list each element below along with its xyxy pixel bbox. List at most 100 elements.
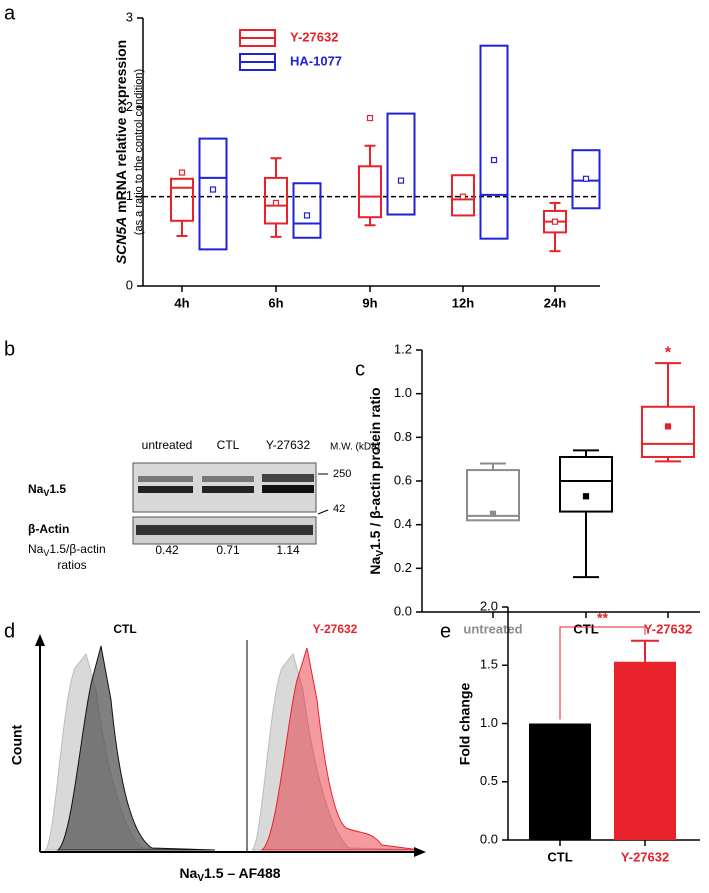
x-tick-label: CTL xyxy=(547,849,572,864)
y-tick-label: 0 xyxy=(126,277,133,292)
y-label-part: V xyxy=(375,550,386,557)
text-part: V xyxy=(197,873,204,884)
x-tick-label: 12h xyxy=(452,295,474,310)
x-tick-label: untreated xyxy=(463,621,522,636)
y-label-part: 1.5 / β-actin protein ratio xyxy=(367,387,383,550)
band xyxy=(262,485,314,493)
y-tick-label: 2 xyxy=(126,99,133,114)
histogram xyxy=(260,647,421,851)
band xyxy=(136,525,313,535)
arrow-head xyxy=(414,847,426,857)
mean xyxy=(490,156,498,164)
text-part: V xyxy=(43,488,49,498)
mean xyxy=(582,175,590,182)
western-blot: untreated CTL Y-27632 M.W. (kDa) 250 42 … xyxy=(28,438,380,572)
band xyxy=(138,476,193,482)
x-tick-label: Y-27632 xyxy=(621,849,669,864)
panel-label: e xyxy=(440,620,451,642)
y-axis-label: Fold change xyxy=(457,683,473,766)
mw-marker: 42 xyxy=(333,503,345,515)
y-tick-label: 0.4 xyxy=(394,516,412,531)
text-part: Na xyxy=(28,482,44,496)
y-tick-label: 1.0 xyxy=(394,385,412,400)
panel-label: b xyxy=(4,338,15,360)
box xyxy=(451,174,475,217)
lane-label: Y-27632 xyxy=(266,438,311,452)
panel-title: Y-27632 xyxy=(313,622,358,636)
box xyxy=(386,112,416,216)
mean xyxy=(459,193,467,200)
mw-tick xyxy=(317,509,329,515)
arrow-head xyxy=(35,634,45,646)
box xyxy=(466,469,520,522)
x-axis-label: NaV1.5 – AF488 xyxy=(179,865,280,884)
y-tick-label: 3 xyxy=(126,9,133,24)
box xyxy=(641,405,695,458)
band xyxy=(202,486,254,493)
mean xyxy=(272,199,280,207)
mean xyxy=(209,186,217,193)
row-label: NaV1.5 xyxy=(28,482,66,498)
y-axis-label: NaV1.5 / β-actin protein ratio xyxy=(367,387,386,574)
ratio-value: 0.71 xyxy=(216,543,240,557)
row-label: β-Actin xyxy=(28,522,69,536)
y-axis-label: Count xyxy=(9,724,25,765)
box xyxy=(559,455,613,513)
text-part: V xyxy=(43,548,49,558)
x-tick-label: Y-27632 xyxy=(644,621,692,636)
panel-label: c xyxy=(355,358,365,380)
histogram xyxy=(56,645,216,851)
y-axis-label: SCN5A mRNA relative expression xyxy=(113,40,129,264)
box xyxy=(479,44,509,240)
bar xyxy=(614,661,676,840)
mean xyxy=(303,212,311,219)
y-tick-label: 0.8 xyxy=(394,429,412,444)
mean xyxy=(397,177,405,184)
y-label-part: SCN5A xyxy=(113,217,129,264)
histogram xyxy=(251,652,421,851)
y-tick-label: 0.2 xyxy=(394,560,412,575)
y-label-part: Na xyxy=(367,556,383,574)
significance-label: ** xyxy=(597,610,608,626)
box xyxy=(292,182,322,239)
lane-label: CTL xyxy=(217,438,240,452)
x-tick-label: 9h xyxy=(362,295,377,310)
annotation: * xyxy=(665,344,672,361)
mean xyxy=(551,218,559,225)
text-part: 1.5 xyxy=(49,482,66,496)
legend-label: HA-1077 xyxy=(290,53,342,68)
text-part: 1.5 – AF488 xyxy=(204,865,281,881)
x-tick-label: 24h xyxy=(544,295,566,310)
x-tick-label: 4h xyxy=(174,295,189,310)
legend-label: Y-27632 xyxy=(290,29,338,44)
band xyxy=(202,476,254,482)
y-tick-label: 0.5 xyxy=(480,773,498,788)
y-label-part: mRNA relative expression xyxy=(113,40,129,217)
y-tick-label: 0.0 xyxy=(480,831,498,846)
box xyxy=(358,165,382,219)
y-tick-label: 2.0 xyxy=(480,598,498,613)
y-tick-label: 1 xyxy=(126,188,133,203)
y-axis-sublabel: (as a ratio to the control condition) xyxy=(133,69,145,235)
box xyxy=(198,137,228,251)
y-tick-label: 1.0 xyxy=(480,715,498,730)
bar xyxy=(529,723,591,840)
panel-title: CTL xyxy=(113,622,136,636)
mean xyxy=(664,423,672,430)
box xyxy=(170,177,194,222)
y-tick-label: 0.6 xyxy=(394,472,412,487)
y-tick-label: 1.2 xyxy=(394,341,412,356)
text-part: 1.5/β-actin xyxy=(49,542,105,556)
ratio-value: 1.14 xyxy=(276,543,300,557)
band xyxy=(138,486,193,493)
mean xyxy=(178,169,186,176)
box xyxy=(571,149,601,210)
y-tick-label: 1.5 xyxy=(480,657,498,672)
ratio-label: NaV1.5/β-actin xyxy=(28,542,106,558)
x-tick-label: 6h xyxy=(268,295,283,310)
mw-label: M.W. (kDa) xyxy=(330,442,380,453)
text-part: Na xyxy=(179,865,197,881)
ratio-value: 0.42 xyxy=(155,543,179,557)
mean xyxy=(582,493,590,500)
